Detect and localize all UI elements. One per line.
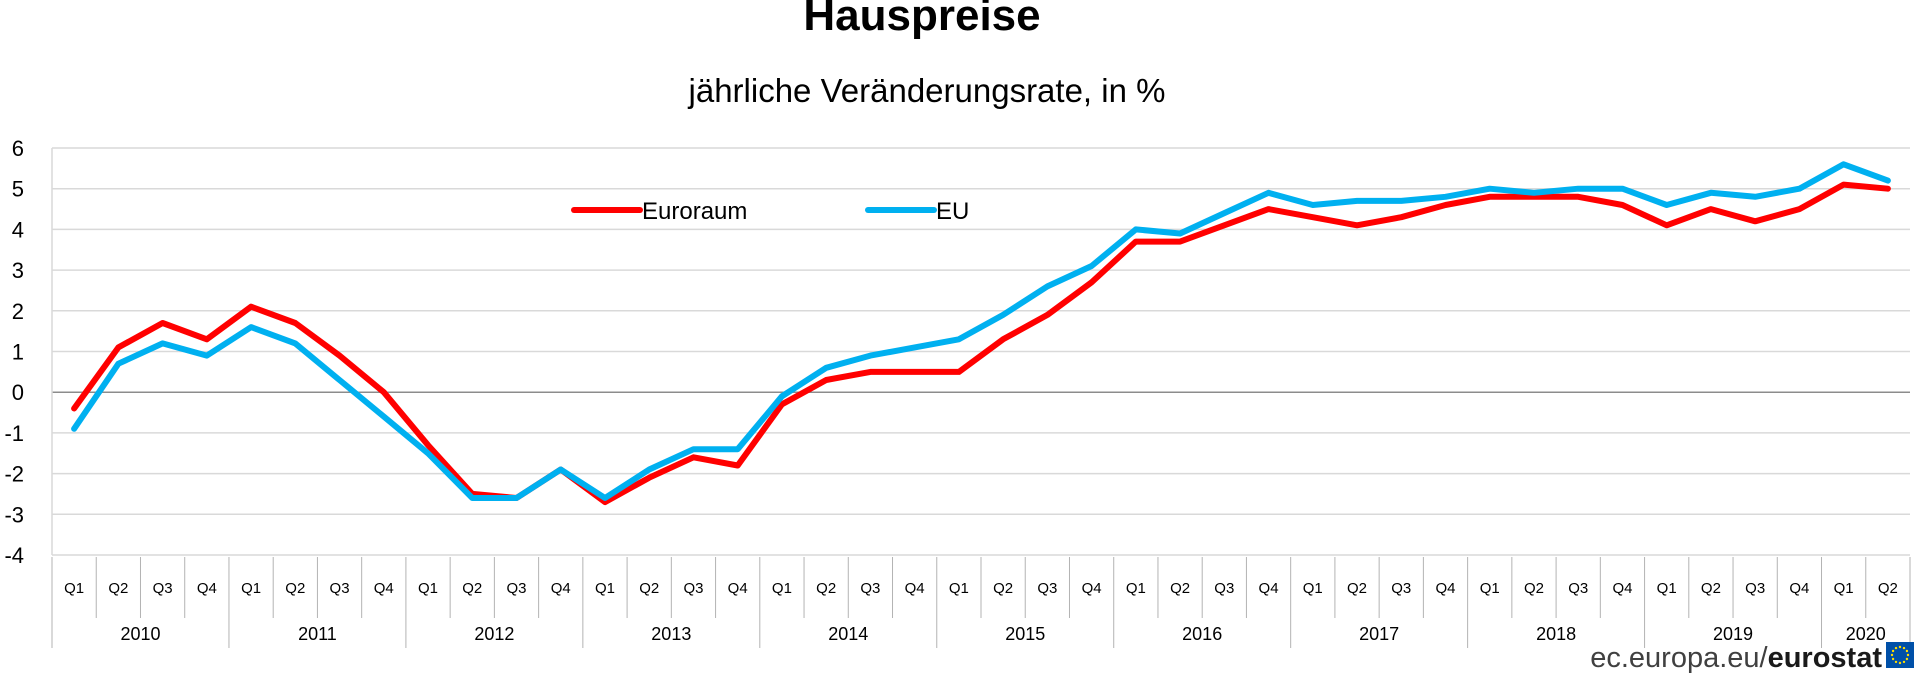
legend-label-euroraum: Euroraum: [642, 198, 747, 225]
year-label: 2020: [1846, 624, 1886, 644]
year-label: 2014: [828, 624, 868, 644]
x-tick-label: Q2: [993, 580, 1013, 597]
x-tick-label: Q1: [1126, 580, 1146, 597]
legend: Euroraum EU: [571, 198, 969, 225]
year-label: 2017: [1359, 624, 1399, 644]
x-tick-label: Q4: [1435, 580, 1455, 597]
x-tick-label: Q1: [1657, 580, 1677, 597]
year-label: 2010: [120, 624, 160, 644]
y-tick-label: -3: [4, 502, 24, 527]
flag-star: [1894, 646, 1898, 650]
x-tick-label: Q4: [1789, 580, 1809, 597]
flag-star: [1890, 653, 1894, 657]
x-tick-label: Q2: [1170, 580, 1190, 597]
y-tick-label: 3: [12, 258, 24, 283]
x-tick-label: Q2: [1878, 580, 1898, 597]
x-tick-label: Q1: [772, 580, 792, 597]
year-label: 2018: [1536, 624, 1576, 644]
x-tick-label: Q2: [285, 580, 305, 597]
x-tick-label: Q4: [1082, 580, 1102, 597]
x-tick-label: Q2: [1701, 580, 1721, 597]
x-tick-label: Q4: [905, 580, 925, 597]
chart-subtitle: jährliche Veränderungsrate, in %: [688, 72, 1166, 109]
x-tick-label: Q3: [506, 580, 526, 597]
chart-title: Hauspreise: [803, 0, 1040, 40]
y-tick-label: 1: [12, 340, 24, 365]
y-tick-label: -2: [4, 462, 24, 487]
flag-star: [1906, 653, 1910, 657]
x-tick-label: Q4: [374, 580, 394, 597]
year-label: 2016: [1182, 624, 1222, 644]
x-tick-label: Q4: [551, 580, 571, 597]
x-tick-label: Q1: [1303, 580, 1323, 597]
x-tick-label: Q1: [949, 580, 969, 597]
flag-star: [1905, 657, 1909, 661]
source-credit: ec.europa.eu/eurostat: [1590, 642, 1914, 674]
year-label: 2013: [651, 624, 691, 644]
x-tick-label: Q3: [1391, 580, 1411, 597]
series-line-eu: [71, 161, 1891, 501]
x-tick-label: Q3: [1745, 580, 1765, 597]
y-tick-label: 6: [12, 136, 24, 161]
x-tick-label: Q4: [728, 580, 748, 597]
flag-star: [1902, 660, 1906, 664]
x-tick-label: Q2: [1347, 580, 1367, 597]
flag-star: [1905, 649, 1909, 653]
x-tick-label: Q3: [683, 580, 703, 597]
x-tick-label: Q2: [816, 580, 836, 597]
x-tick-label: Q2: [1524, 580, 1544, 597]
x-tick-label: Q1: [595, 580, 615, 597]
flag-star: [1898, 645, 1902, 649]
year-label: 2019: [1713, 624, 1753, 644]
x-tick-label: Q3: [153, 580, 173, 597]
x-tick-label: Q1: [418, 580, 438, 597]
y-tick-label: -4: [4, 543, 24, 568]
x-tick-label: Q4: [1612, 580, 1632, 597]
flag-star: [1891, 649, 1895, 653]
x-tick-label: Q2: [108, 580, 128, 597]
x-tick-label: Q4: [197, 580, 217, 597]
x-tick-label: Q1: [241, 580, 261, 597]
x-tick-label: Q1: [64, 580, 84, 597]
y-tick-label: 5: [12, 177, 24, 202]
x-tick-label: Q2: [639, 580, 659, 597]
y-tick-label: 0: [12, 380, 24, 405]
flag-star: [1894, 660, 1898, 664]
y-tick-label: 4: [12, 217, 24, 242]
flag-star: [1898, 661, 1902, 665]
x-tick-label: Q4: [1259, 580, 1279, 597]
year-label: 2012: [474, 624, 514, 644]
x-tick-label: Q1: [1834, 580, 1854, 597]
source-prefix: ec.europa.eu/: [1590, 642, 1768, 674]
x-axis: Q1 Q2 Q3 Q4 2010 Q1 Q2 Q3 Q4 2011 Q1 Q2 Q3 Q4 2012 Q1 Q2…: [51, 148, 1911, 648]
flag-star: [1902, 646, 1906, 650]
flag-star: [1891, 657, 1895, 661]
x-tick-label: Q3: [1568, 580, 1588, 597]
year-label: 2011: [298, 624, 337, 644]
year-label: 2015: [1005, 624, 1045, 644]
y-tick-label: 2: [12, 299, 24, 324]
x-tick-label: Q3: [1037, 580, 1057, 597]
x-tick-label: Q2: [462, 580, 482, 597]
series-lines: [71, 161, 1891, 506]
y-tick-label: -1: [4, 421, 24, 446]
x-tick-label: Q3: [330, 580, 350, 597]
source-brand: eurostat: [1768, 642, 1883, 674]
source-text: ec.europa.eu/eurostat: [1590, 642, 1882, 674]
eu-flag-icon: [1886, 642, 1914, 668]
series-line-euroraum: [71, 181, 1891, 506]
legend-label-eu: EU: [936, 198, 969, 225]
x-tick-label: Q3: [860, 580, 880, 597]
x-tick-label: Q3: [1214, 580, 1234, 597]
y-axis-ticks: -4 -3 -2 -1 0 1 2 3 4 5 6: [4, 136, 24, 568]
x-tick-label: Q1: [1480, 580, 1500, 597]
